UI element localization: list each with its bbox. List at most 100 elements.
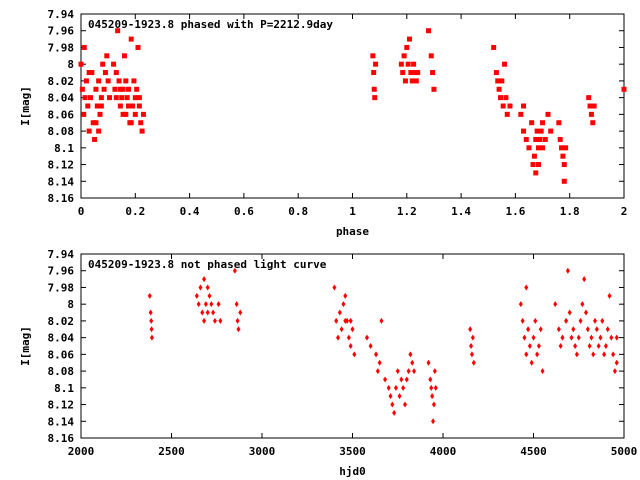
data-point (117, 103, 123, 109)
data-point (583, 309, 588, 316)
data-point (196, 301, 201, 308)
data-point (392, 409, 397, 416)
data-point (578, 317, 583, 324)
data-point (211, 309, 216, 316)
data-point (332, 284, 337, 291)
data-point (404, 376, 409, 383)
data-point (399, 376, 404, 383)
x-axis-label: hjd0 (339, 465, 366, 478)
data-point (350, 326, 355, 333)
data-point (232, 267, 237, 274)
data-point (368, 343, 373, 349)
data-point (388, 393, 393, 400)
data-point (395, 368, 400, 375)
data-point (621, 86, 627, 92)
x-tick-label: 3500 (339, 445, 366, 458)
data-point (126, 103, 132, 109)
data-point (373, 61, 379, 67)
data-point (432, 368, 437, 375)
x-tick-label: 1.8 (560, 205, 580, 218)
data-point (529, 120, 535, 126)
data-point (115, 28, 121, 34)
data-point (607, 292, 612, 299)
data-point (585, 326, 590, 333)
data-point (402, 78, 408, 84)
data-point (218, 317, 223, 324)
data-point (600, 317, 605, 324)
data-point (537, 136, 543, 142)
data-point (236, 326, 241, 333)
data-point (534, 128, 540, 134)
data-point (149, 326, 154, 333)
data-point (611, 351, 616, 358)
data-point (105, 78, 111, 84)
data-point (571, 326, 576, 333)
data-point (431, 401, 436, 408)
data-point (535, 351, 540, 358)
data-point (386, 384, 391, 391)
data-point (574, 351, 579, 358)
y-tick-label: 7.98 (48, 41, 75, 54)
data-point (117, 86, 123, 92)
data-point (404, 44, 410, 50)
data-point (216, 301, 221, 308)
data-point (132, 111, 138, 117)
data-point (564, 317, 569, 324)
data-point (120, 111, 126, 117)
data-point (136, 95, 142, 101)
data-point (121, 53, 127, 59)
y-tick-label: 7.98 (48, 281, 75, 294)
data-point (567, 309, 572, 316)
data-point (602, 351, 607, 358)
data-point (520, 317, 525, 324)
data-point (205, 309, 210, 316)
data-point (598, 334, 603, 341)
data-point (556, 326, 561, 333)
y-tick-label: 8.1 (54, 382, 74, 395)
data-point (402, 401, 407, 408)
data-point (533, 170, 539, 176)
y-tick-label: 8.12 (48, 399, 75, 412)
data-point (81, 111, 87, 117)
data-point (203, 301, 208, 308)
y-tick-label: 8.04 (48, 332, 75, 345)
data-point (337, 309, 342, 316)
x-tick-label: 0.6 (234, 205, 254, 218)
data-point (558, 343, 563, 349)
data-point (398, 61, 404, 67)
data-point (194, 292, 199, 299)
data-point (401, 53, 407, 59)
data-point (545, 111, 551, 117)
data-point (587, 343, 592, 349)
x-tick-label: 4500 (520, 445, 547, 458)
data-point (590, 120, 596, 126)
data-point (431, 418, 436, 425)
data-point (343, 317, 348, 324)
data-point (123, 78, 129, 84)
data-point (540, 368, 545, 375)
data-point (521, 128, 527, 134)
data-point (507, 103, 513, 109)
data-point (593, 317, 598, 324)
y-tick-label: 8.02 (48, 75, 75, 88)
data-point (200, 309, 205, 316)
data-point (430, 393, 435, 400)
data-point (130, 103, 136, 109)
data-point (527, 343, 532, 349)
data-point (582, 276, 587, 283)
data-point (198, 284, 203, 291)
data-point (561, 162, 567, 168)
x-tick-label: 0 (78, 205, 85, 218)
data-point (202, 317, 207, 324)
data-point (614, 334, 619, 341)
data-point (469, 343, 474, 349)
data-point (468, 326, 473, 333)
data-point (205, 284, 210, 291)
data-point (86, 128, 92, 134)
data-point (580, 301, 585, 308)
x-tick-label: 0.8 (288, 205, 308, 218)
data-point (120, 86, 126, 92)
data-point (86, 70, 92, 76)
data-point (139, 128, 145, 134)
y-tick-label: 8.16 (48, 192, 75, 205)
